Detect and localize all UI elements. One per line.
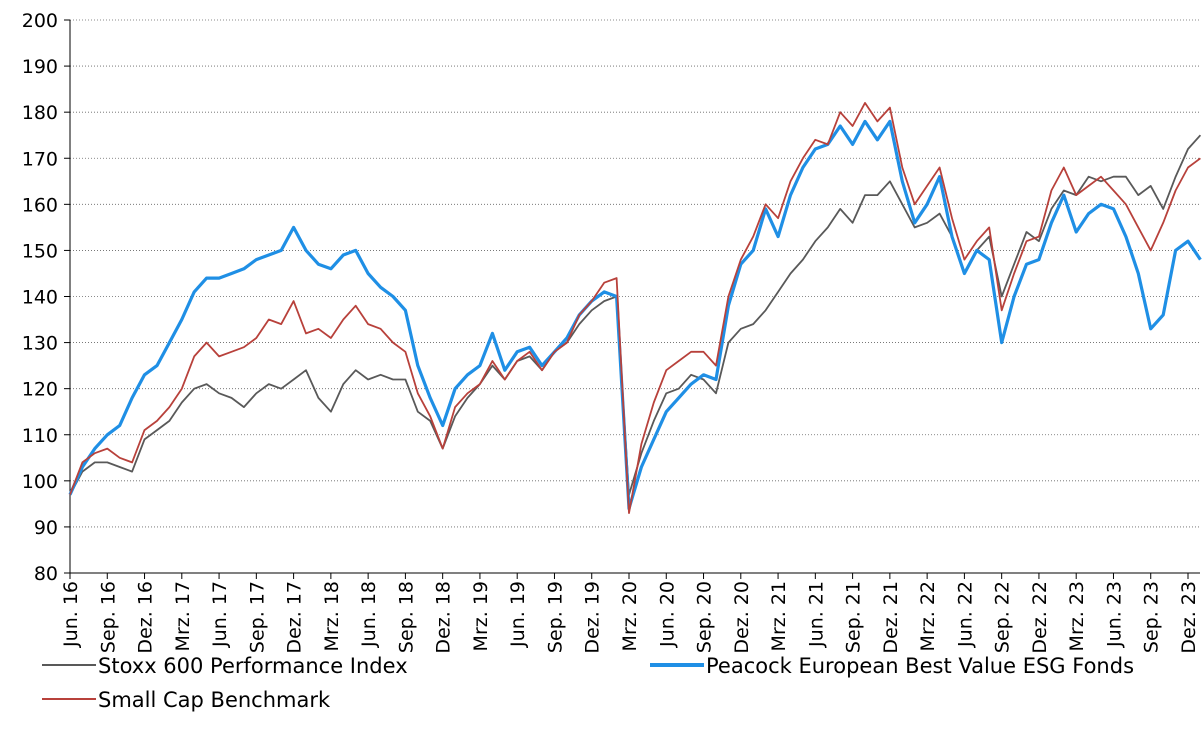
x-tick-label: Dez. 17	[284, 581, 306, 654]
x-tick-label: Mrz. 23	[1066, 581, 1088, 651]
x-tick-label: Mrz. 20	[619, 581, 641, 651]
y-tick-label: 180	[22, 102, 58, 124]
y-tick-label: 100	[22, 471, 58, 493]
x-tick-label: Sep. 18	[395, 581, 417, 653]
x-tick-label: Jun. 19	[507, 581, 529, 648]
series-line	[69, 134, 1202, 496]
y-tick-label: 170	[22, 148, 58, 170]
y-tick-label: 80	[34, 563, 58, 585]
y-tick-label: 130	[22, 333, 58, 355]
y-tick-label: 90	[34, 517, 58, 539]
x-tick-label: Dez. 18	[433, 581, 455, 654]
y-tick-label: 140	[22, 287, 58, 309]
x-tick-label: Sep. 19	[544, 581, 566, 653]
x-tick-label: Dez. 16	[135, 581, 157, 654]
x-tick-label: Mrz. 18	[321, 581, 343, 651]
x-tick-label: Sep. 22	[992, 581, 1014, 653]
x-tick-label: Sep. 17	[246, 581, 268, 653]
x-tick-label: Sep. 16	[97, 581, 119, 653]
legend-label: Small Cap Benchmark	[98, 688, 331, 712]
x-tick-label: Jun. 21	[805, 581, 827, 648]
legend-label: Stoxx 600 Performance Index	[98, 654, 408, 678]
series-line	[69, 102, 1201, 514]
x-tick-label: Dez. 22	[1029, 581, 1051, 654]
x-tick-label: Mrz. 17	[172, 581, 194, 651]
y-tick-label: 160	[22, 194, 58, 216]
legend-label: Peacock European Best Value ESG Fonds	[706, 654, 1134, 678]
x-tick-label: Jun. 22	[954, 581, 976, 648]
x-tick-label: Jun. 23	[1103, 581, 1125, 648]
x-tick-label: Sep. 21	[843, 581, 865, 653]
x-tick-label: Mrz. 19	[470, 581, 492, 651]
y-tick-label: 150	[22, 240, 58, 262]
x-tick-label: Mrz. 22	[917, 581, 939, 651]
x-tick-label: Dez. 21	[880, 581, 902, 654]
y-tick-label: 110	[22, 425, 58, 447]
x-tick-label: Jun. 18	[358, 581, 380, 648]
y-tick-label: 120	[22, 379, 58, 401]
x-tick-label: Dez. 19	[582, 581, 604, 654]
x-tick-label: Jun. 17	[209, 581, 231, 648]
x-tick-label: Jun. 16	[60, 581, 82, 648]
series-line	[68, 119, 1202, 511]
x-tick-label: Dez. 23	[1178, 581, 1200, 654]
x-tick-label: Jun. 20	[656, 581, 678, 648]
x-tick-label: Sep. 23	[1141, 581, 1163, 653]
x-tick-label: Dez. 20	[731, 581, 753, 654]
x-tick-label: Sep. 20	[694, 581, 716, 653]
y-tick-label: 190	[22, 56, 58, 78]
y-tick-label: 200	[22, 10, 58, 32]
x-tick-label: Mrz. 21	[768, 581, 790, 651]
